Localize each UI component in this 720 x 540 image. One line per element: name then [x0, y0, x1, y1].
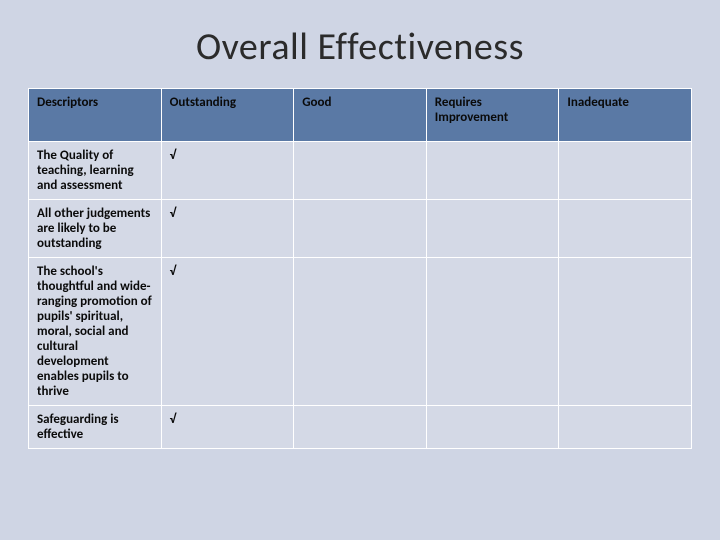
col-header-descriptors: Descriptors [29, 89, 162, 142]
mark-requires [426, 200, 559, 258]
table-row: The Quality of teaching, learning and as… [29, 142, 692, 200]
table-header-row: Descriptors Outstanding Good Requires Im… [29, 89, 692, 142]
mark-good [294, 200, 427, 258]
mark-inadequate [559, 406, 692, 449]
mark-requires [426, 406, 559, 449]
mark-inadequate [559, 142, 692, 200]
effectiveness-table: Descriptors Outstanding Good Requires Im… [28, 88, 692, 449]
mark-outstanding: √ [161, 142, 294, 200]
mark-inadequate [559, 200, 692, 258]
descriptor-cell: The Quality of teaching, learning and as… [29, 142, 162, 200]
mark-outstanding: √ [161, 406, 294, 449]
table-row: Safeguarding is effective √ [29, 406, 692, 449]
slide: Overall Effectiveness Descriptors Outsta… [0, 0, 720, 540]
mark-requires [426, 258, 559, 406]
mark-requires [426, 142, 559, 200]
table-row: All other judgements are likely to be ou… [29, 200, 692, 258]
mark-good [294, 142, 427, 200]
descriptor-cell: All other judgements are likely to be ou… [29, 200, 162, 258]
col-header-requires-improvement: Requires Improvement [426, 89, 559, 142]
table-row: The school's thoughtful and wide-ranging… [29, 258, 692, 406]
descriptor-cell: The school's thoughtful and wide-ranging… [29, 258, 162, 406]
page-title: Overall Effectiveness [28, 24, 692, 70]
mark-good [294, 258, 427, 406]
mark-outstanding: √ [161, 200, 294, 258]
mark-outstanding: √ [161, 258, 294, 406]
mark-good [294, 406, 427, 449]
col-header-inadequate: Inadequate [559, 89, 692, 142]
col-header-good: Good [294, 89, 427, 142]
mark-inadequate [559, 258, 692, 406]
col-header-outstanding: Outstanding [161, 89, 294, 142]
descriptor-cell: Safeguarding is effective [29, 406, 162, 449]
